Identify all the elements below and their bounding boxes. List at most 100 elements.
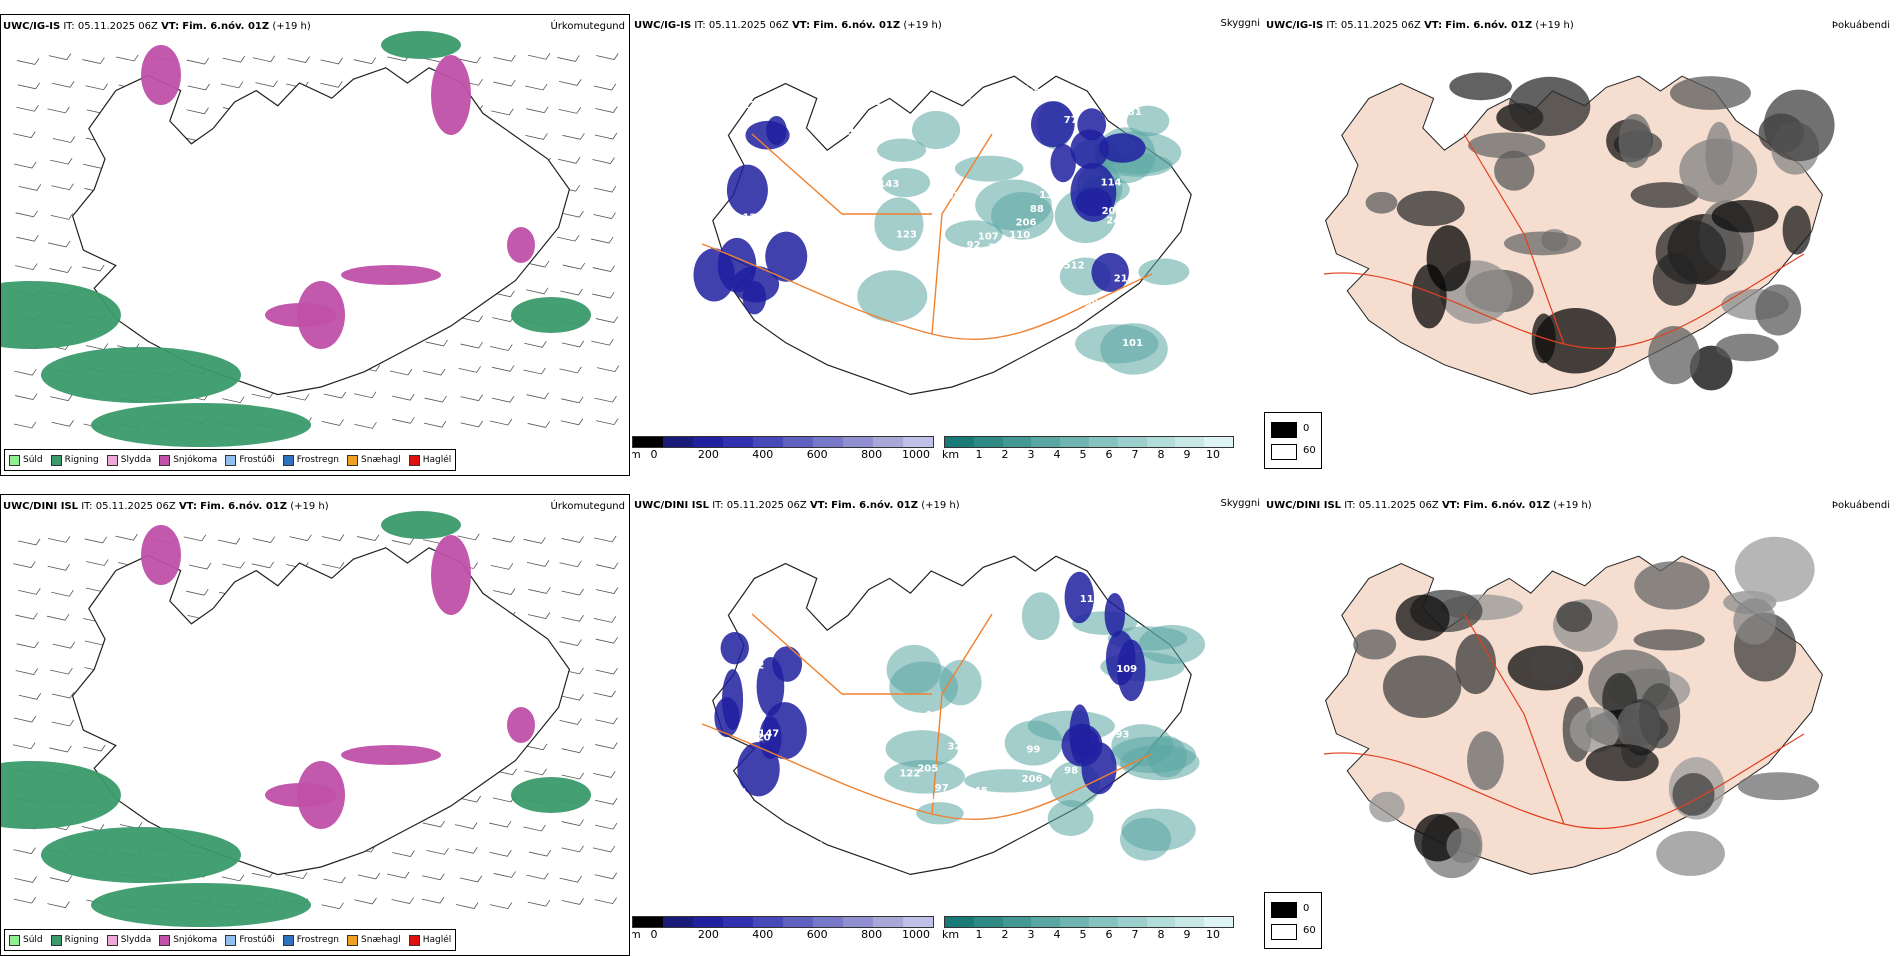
snow-area xyxy=(265,783,337,807)
wind-barb xyxy=(561,536,584,543)
wind-barb xyxy=(389,368,413,376)
colorbar-tick: 9 xyxy=(1183,928,1191,941)
cloud-base-value: 96 xyxy=(926,710,940,721)
legend-label: Rigning xyxy=(64,455,99,465)
colorbar-step xyxy=(843,917,873,927)
colorbar-strip xyxy=(944,436,1234,448)
wind-barb xyxy=(251,391,274,399)
wind-barb xyxy=(559,366,582,374)
colorbar-step xyxy=(1088,437,1118,447)
panel-title: UWC/IG-IS IT: 05.11.2025 06Z VT: Fim. 6.… xyxy=(634,20,942,31)
cloud-base-value: 80 xyxy=(833,161,847,172)
colorbar-step xyxy=(873,437,903,447)
wind-barb xyxy=(221,874,245,882)
wind-barb xyxy=(458,56,481,64)
wind-barb xyxy=(15,393,38,401)
colorbar-step xyxy=(813,437,843,447)
precip-legend-item: Snjókoma xyxy=(159,934,217,946)
colorbar-tick: 7 xyxy=(1131,448,1139,461)
colorbar-tick: 400 xyxy=(752,448,774,461)
low-cloud-area xyxy=(717,237,757,293)
fog-legend-light-label: 60 xyxy=(1303,925,1316,936)
wind-barb xyxy=(47,106,70,114)
snow-area xyxy=(507,707,535,743)
colorbar-step xyxy=(1117,437,1147,447)
wind-barb xyxy=(52,641,76,649)
panel-title: UWC/DINI ISL IT: 05.11.2025 06Z VT: Fim.… xyxy=(1266,500,1592,511)
cloud-base-value: 99 xyxy=(1026,745,1040,756)
wind-barb xyxy=(492,315,515,323)
legend-swatch xyxy=(106,454,118,466)
rain-area xyxy=(511,777,591,813)
wind-barb xyxy=(490,344,513,351)
wind-barb xyxy=(354,897,377,905)
colorbar-tick: 6 xyxy=(1105,448,1113,461)
colorbar-tick: 8 xyxy=(1157,448,1165,461)
fog-index-area xyxy=(1669,76,1751,110)
low-cloud-area xyxy=(1099,133,1146,163)
colorbar-tick: 10 xyxy=(1206,448,1220,461)
visibility-area xyxy=(964,769,1052,793)
wind-barb xyxy=(561,845,584,853)
cloud-base-value: 202 xyxy=(1102,206,1123,217)
cloud-base-value: 144 xyxy=(1058,362,1079,373)
cloud-base-value: 99 xyxy=(838,802,852,813)
colorbar-tick: 8 xyxy=(1157,928,1165,941)
wind-barb xyxy=(592,157,615,164)
wind-barb xyxy=(524,341,547,348)
wind-barb xyxy=(561,588,584,596)
wind-barb xyxy=(560,418,584,426)
fog-index-area xyxy=(1715,333,1779,362)
road-network xyxy=(1323,133,1805,349)
legend-swatch xyxy=(50,934,62,946)
road-network xyxy=(701,133,1153,341)
cloud-base-value: 93 xyxy=(740,810,754,821)
wind-barb xyxy=(321,562,345,569)
wind-barb xyxy=(422,820,446,828)
road-network xyxy=(1323,613,1805,829)
legend-label: Snæhagl xyxy=(361,935,401,945)
cloud-base-value: 117 xyxy=(756,584,777,595)
wind-barb xyxy=(494,768,518,776)
colorbar-tick: 0 xyxy=(650,448,658,461)
wind-barb xyxy=(16,234,39,242)
fog-index-area xyxy=(1618,113,1652,169)
low-cloud-area xyxy=(1050,143,1076,183)
wind-barb xyxy=(558,79,582,86)
panel-field-title: Úrkomutegund xyxy=(550,501,625,512)
panel-field-title: Skyggni xyxy=(1220,498,1260,509)
colorbar-step xyxy=(1060,917,1089,927)
wind-barb xyxy=(13,131,36,139)
fog-index-area xyxy=(1353,629,1397,660)
cloud-base-value: 202 xyxy=(1027,87,1048,98)
cloud-base-value: 164 xyxy=(1004,372,1025,383)
visibility-area xyxy=(944,220,1003,248)
colorbar-tick: 6 xyxy=(1105,928,1113,941)
cloud-base-value: 138 xyxy=(742,213,763,224)
cloud-base-map-top: 125 131 99 101 114 107 88 140 144 121 129 134 113 70 7… xyxy=(693,75,1192,396)
colorbar-tick: 4 xyxy=(1053,448,1061,461)
snow-area xyxy=(341,745,441,765)
colorbar-tick: 2 xyxy=(1001,448,1009,461)
legend-swatch xyxy=(282,454,294,466)
colorbar-step xyxy=(903,917,933,927)
wind-barb xyxy=(558,107,582,114)
colorbar-step xyxy=(783,437,813,447)
wind-barb xyxy=(493,79,516,87)
legend-swatch xyxy=(408,934,420,946)
fog-index-area xyxy=(1508,76,1591,137)
wind-barb xyxy=(528,587,551,594)
wind-barb xyxy=(82,264,105,272)
panel-title: UWC/IG-IS IT: 05.11.2025 06Z VT: Fim. 6.… xyxy=(3,21,311,32)
wind-barb xyxy=(592,845,616,853)
colorbar-step xyxy=(945,437,974,447)
low-cloud-area xyxy=(720,631,749,665)
colorbar-step xyxy=(945,917,974,927)
rain-area xyxy=(41,347,241,403)
colorbar-strip xyxy=(944,916,1234,928)
wind-barb xyxy=(52,136,76,143)
visibility-area xyxy=(1120,744,1200,781)
cloud-base-value: 123 xyxy=(896,230,917,241)
fog-index-area xyxy=(1535,308,1617,374)
wind-barb xyxy=(13,561,36,569)
